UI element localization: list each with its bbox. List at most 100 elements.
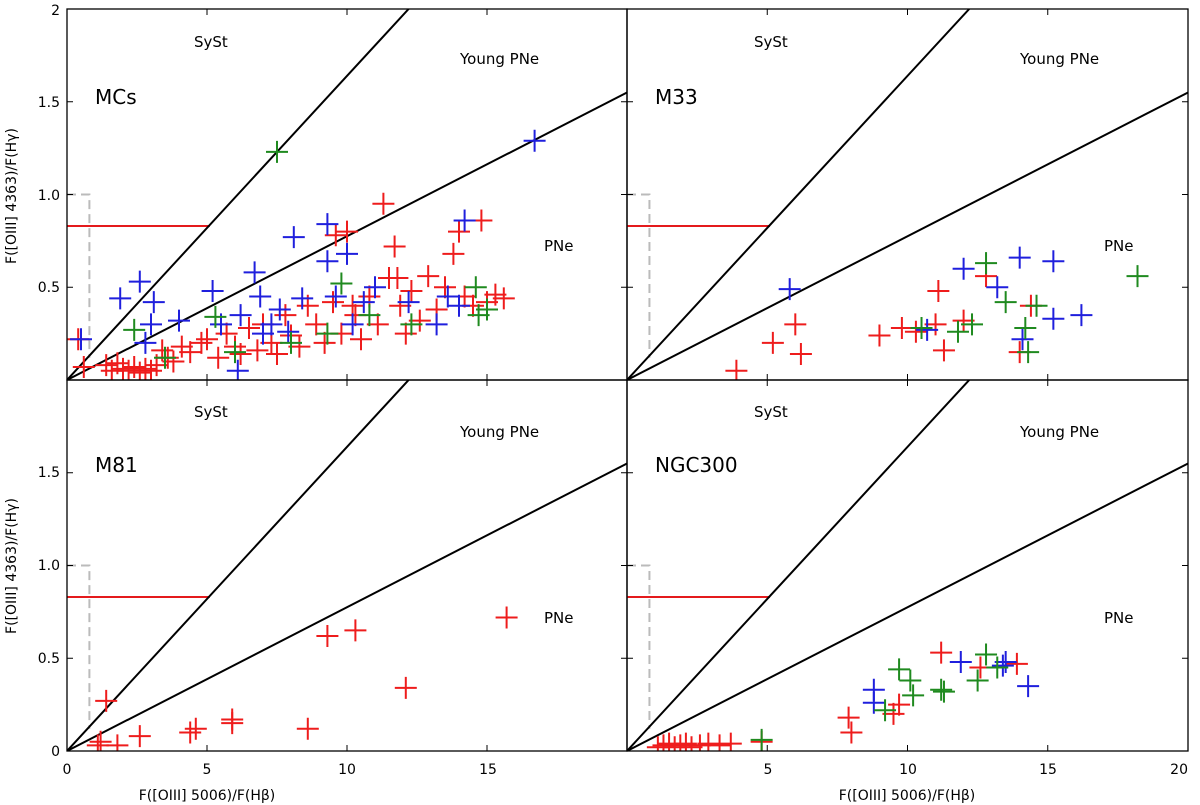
marker-blue [291, 287, 314, 310]
gray-limit-line [67, 193, 91, 358]
panel-frame [66, 379, 628, 752]
marker-blue [453, 209, 476, 232]
marker-blue [994, 650, 1017, 673]
marker-red [1005, 652, 1028, 675]
marker-green [910, 317, 933, 340]
marker-green [946, 320, 969, 343]
marker-blue [226, 359, 249, 380]
marker-blue [243, 261, 266, 284]
marker-red [196, 328, 218, 351]
marker-red [952, 309, 975, 332]
panels-layer [66, 8, 1189, 752]
marker-red [932, 339, 955, 362]
marker-red [890, 317, 913, 340]
marker-green [986, 656, 1009, 679]
marker-red [394, 676, 417, 699]
marker-green [975, 643, 998, 666]
x-tick-label: 5 [764, 762, 773, 778]
region-label-syst: SySt [194, 33, 228, 51]
marker-red [448, 220, 470, 243]
marker-blue [70, 328, 92, 351]
marker-green [1014, 317, 1037, 340]
marker-red [274, 304, 297, 327]
marker-red [190, 331, 213, 354]
marker-red [106, 352, 129, 375]
marker-red [313, 331, 336, 354]
marker-blue [168, 309, 190, 332]
pne-boundary-line [67, 462, 627, 751]
pne-boundary-line [627, 91, 1188, 380]
panel-title-m81: M81 [95, 453, 138, 477]
marker-red [184, 717, 207, 740]
marker-blue [352, 291, 375, 314]
marker-green [994, 291, 1017, 314]
marker-red [305, 313, 328, 336]
region-label-pne: PNe [544, 609, 574, 627]
marker-blue [316, 213, 339, 236]
marker-blue [436, 285, 459, 308]
marker-red [296, 717, 319, 740]
marker-green [224, 341, 246, 364]
marker-blue [268, 298, 291, 321]
marker-red [837, 706, 860, 729]
marker-red [930, 641, 953, 664]
y-tick-label: 2 [51, 3, 60, 19]
marker-blue [277, 320, 300, 343]
y-axis-label-top: F([OIII] 4363)/F(Hγ) [4, 128, 20, 264]
marker-red [106, 734, 129, 751]
marker-red [179, 721, 202, 744]
marker-green [888, 658, 911, 681]
marker-red [344, 619, 367, 642]
region-label-syst: SySt [754, 403, 788, 421]
x-tick-label: 15 [479, 762, 497, 778]
marker-red [495, 606, 518, 629]
marker-green [358, 304, 381, 327]
marker-blue [991, 654, 1014, 677]
marker-green [902, 684, 925, 707]
marker-green [966, 669, 989, 692]
marker-red [394, 322, 417, 345]
marker-red [112, 357, 134, 380]
marker-red [669, 734, 692, 751]
marker-blue [252, 322, 274, 345]
marker-red [229, 343, 252, 366]
marker-red [434, 276, 456, 299]
panel-title-ngc300: NGC300 [655, 453, 738, 477]
marker-blue [778, 278, 801, 301]
marker-red [840, 721, 863, 744]
marker-red [383, 235, 406, 258]
marker-blue [260, 313, 283, 336]
marker-red [417, 265, 440, 288]
marker-red [89, 730, 112, 751]
marker-blue [128, 270, 151, 293]
marker-red [372, 192, 395, 215]
marker-red [492, 287, 515, 310]
x-axis-label-left: F([OIII] 5006)/F(Hβ) [139, 788, 276, 804]
marker-blue [397, 291, 420, 314]
marker-red [789, 343, 812, 366]
marker-green [1017, 341, 1040, 364]
marker-blue [952, 257, 975, 280]
marker-blue [1042, 307, 1065, 330]
marker-blue [229, 304, 252, 327]
marker-red [358, 285, 381, 308]
marker-blue [249, 285, 272, 308]
region-label-syst: SySt [754, 33, 788, 51]
marker-blue [282, 226, 305, 249]
marker-red [179, 341, 202, 364]
x-axis-label-right: F([OIII] 5006)/F(Hβ) [839, 788, 976, 804]
syst-boundary-line [67, 9, 410, 380]
marker-green [930, 678, 953, 701]
marker-red [238, 317, 260, 340]
marker-blue [916, 318, 939, 341]
marker-red [366, 313, 389, 336]
marker-green [1025, 294, 1048, 317]
panel-m81 [66, 379, 628, 752]
marker-green [204, 305, 227, 328]
marker-blue [1042, 250, 1065, 273]
marker-red [246, 339, 269, 362]
marker-red [350, 328, 372, 351]
marker-blue [448, 294, 470, 317]
marker-red [680, 736, 703, 751]
